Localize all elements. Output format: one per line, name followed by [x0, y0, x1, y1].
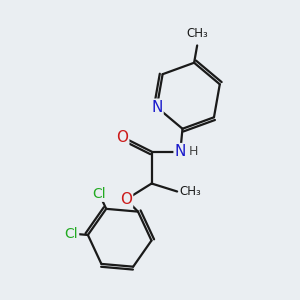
Text: Cl: Cl: [64, 226, 78, 241]
Text: CH₃: CH₃: [180, 185, 201, 198]
Text: CH₃: CH₃: [186, 27, 208, 40]
Text: O: O: [116, 130, 128, 146]
Text: O: O: [120, 192, 132, 207]
Text: N: N: [151, 100, 163, 115]
Text: H: H: [189, 145, 198, 158]
Text: Cl: Cl: [92, 187, 106, 201]
Text: N: N: [175, 144, 186, 159]
